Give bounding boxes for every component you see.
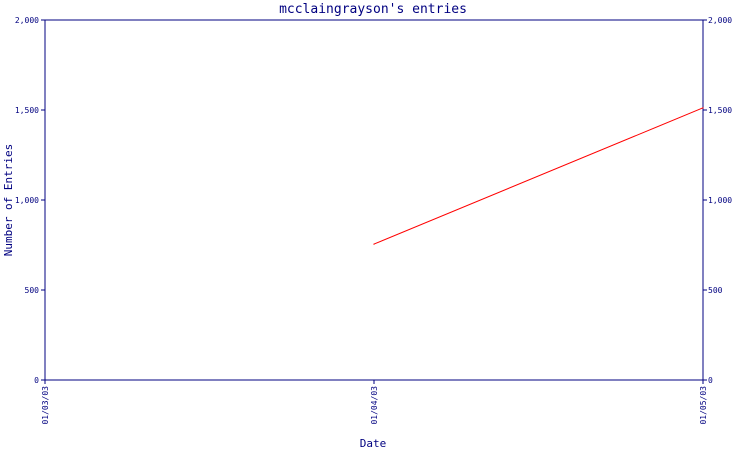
x-axis: 01/03/03 01/04/03 01/05/03 <box>41 380 708 425</box>
y-tick-label-right: 1,500 <box>708 106 732 115</box>
x-tick-label: 01/05/03 <box>699 386 708 425</box>
x-tick-label: 01/04/03 <box>370 386 379 425</box>
y-tick-label-left: 0 <box>34 376 39 385</box>
y-tick-label-left: 1,500 <box>15 106 39 115</box>
y-tick-label-left: 2,000 <box>15 16 39 25</box>
series-line <box>373 107 704 245</box>
y-tick-label-right: 500 <box>708 286 723 295</box>
y-axis-label: Number of Entries <box>2 144 15 257</box>
series-layer <box>373 107 704 245</box>
y-tick-label-left: 500 <box>25 286 40 295</box>
y-tick-label-right: 1,000 <box>708 196 732 205</box>
plot-frame <box>44 19 704 381</box>
x-tick-label: 01/03/03 <box>41 386 50 425</box>
x-axis-label: Date <box>360 437 387 450</box>
y-tick-label-left: 1,000 <box>15 196 39 205</box>
series-point <box>702 107 704 109</box>
y-tick-label-right: 2,000 <box>708 16 732 25</box>
y-axis-right: 0 500 1,000 1,500 2,000 <box>703 16 732 385</box>
y-tick-label-right: 0 <box>708 376 713 385</box>
chart-title: mcclaingrayson's entries <box>279 2 467 17</box>
y-axis-left: 0 500 1,000 1,500 2,000 <box>15 16 45 385</box>
series-point <box>373 243 375 245</box>
